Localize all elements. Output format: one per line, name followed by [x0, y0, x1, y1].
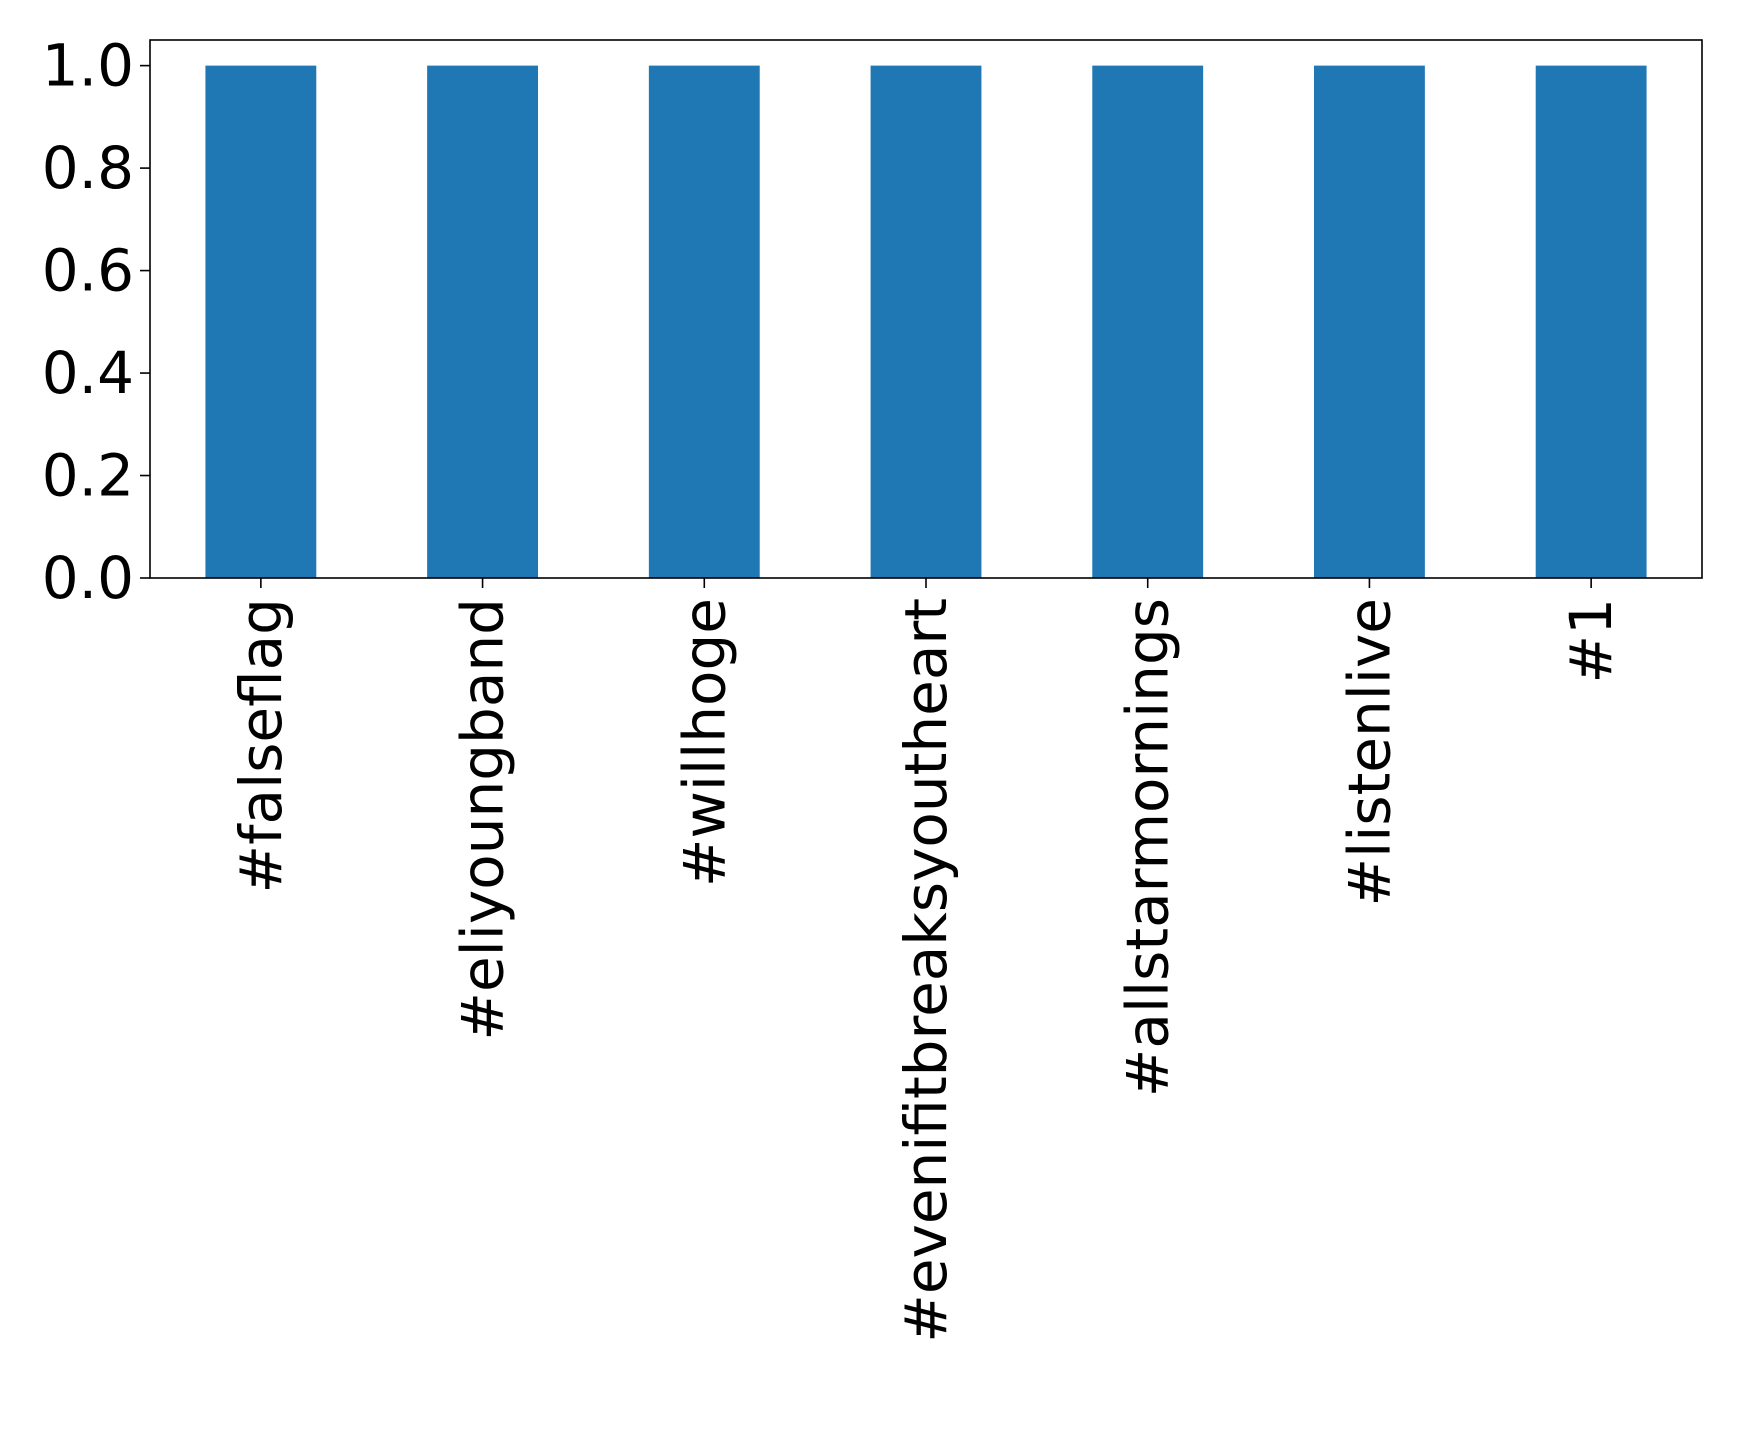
y-tick-label-1: 0.2 — [42, 442, 134, 510]
bars — [205, 65, 1647, 579]
x-tick-label-3: #evenifitbreaksyoutheart — [892, 598, 960, 1343]
bar-4 — [1092, 65, 1204, 579]
y-axis: 0.0 0.2 0.4 0.6 0.8 1.0 — [42, 32, 150, 612]
x-tick-label-4: #allstarmornings — [1114, 598, 1182, 1097]
x-tick-label-6: #1 — [1557, 598, 1625, 684]
bar-0 — [205, 65, 317, 579]
y-tick-label-2: 0.4 — [42, 339, 134, 407]
x-tick-label-5: #listenlive — [1335, 598, 1403, 906]
y-tick-label-0: 0.0 — [42, 544, 134, 612]
y-tick-label-5: 1.0 — [42, 32, 134, 100]
bar-6 — [1535, 65, 1647, 579]
bar-5 — [1314, 65, 1425, 579]
bar-2 — [648, 65, 760, 579]
y-tick-label-4: 0.8 — [42, 134, 134, 202]
bar-1 — [427, 65, 538, 579]
bar-3 — [870, 65, 982, 579]
x-axis: #falseflag #eliyoungband #willhoge #evenifi… — [227, 578, 1625, 1343]
plot-frame — [149, 39, 1703, 579]
x-tick-label-0: #falseflag — [227, 598, 295, 893]
x-tick-label-2: #willhoge — [670, 598, 738, 887]
y-tick-label-3: 0.6 — [42, 237, 134, 305]
x-tick-label-1: #eliyoungband — [449, 598, 517, 1041]
